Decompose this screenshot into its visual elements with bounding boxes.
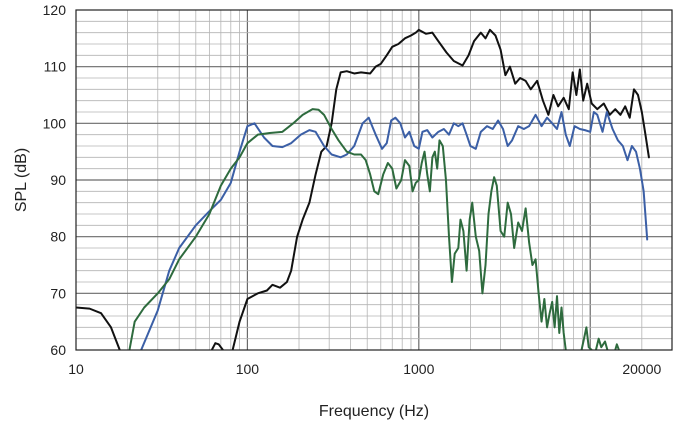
y-tick-label: 70 xyxy=(50,285,66,301)
y-tick-label: 80 xyxy=(50,229,66,245)
series-2-line-segment xyxy=(140,111,649,350)
series-1-line-segment xyxy=(210,342,224,350)
y-tick-label: 90 xyxy=(50,172,66,188)
series-3-line-segment xyxy=(614,343,620,350)
series-3-line-segment xyxy=(594,337,609,350)
plot-border xyxy=(75,9,673,351)
y-axis-label: SPL (dB) xyxy=(13,148,30,212)
y-tick-label: 120 xyxy=(43,2,67,18)
series-1-line-segment xyxy=(231,28,650,350)
y-tick-label: 100 xyxy=(43,115,67,131)
y-tick-label: 60 xyxy=(50,342,66,358)
series-3-line-segment xyxy=(128,108,567,350)
series-lines xyxy=(76,28,650,350)
series-3-line-segment xyxy=(580,326,593,350)
y-tick-label: 110 xyxy=(44,59,67,75)
x-axis-ticks: 10 100 1000 20000 xyxy=(68,361,661,377)
x-axis-label: Frequency (Hz) xyxy=(319,403,429,420)
series-1-line-segment xyxy=(76,306,121,350)
x-tick-label: 10 xyxy=(68,361,84,377)
x-tick-label: 100 xyxy=(236,361,260,377)
x-tick-label: 20000 xyxy=(622,361,661,377)
y-axis-ticks: 60 70 80 90 100 110 120 xyxy=(43,2,67,358)
x-tick-label: 1000 xyxy=(403,361,434,377)
